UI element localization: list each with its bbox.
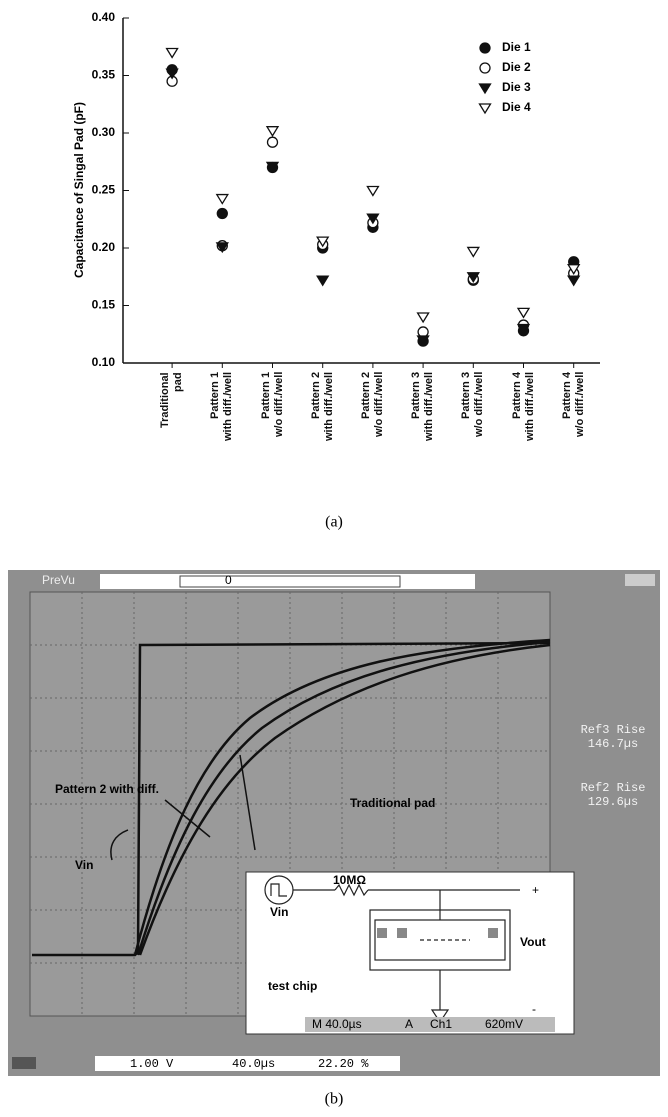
legend-marker (480, 104, 491, 113)
percent: 22.20 % (318, 1057, 369, 1071)
channel: Ch1 (430, 1017, 452, 1031)
trigger: A (405, 1017, 413, 1031)
ref-icon (12, 1057, 36, 1069)
minus: - (532, 1002, 536, 1016)
x-tick-label: Pattern 3 with diff./well (410, 372, 436, 476)
y-tick-label: 0.20 (92, 240, 116, 254)
data-point (568, 276, 579, 285)
legend-label: Die 4 (502, 100, 531, 114)
scale: 1.00 V (130, 1057, 174, 1071)
data-point (167, 49, 178, 58)
data-point (268, 137, 278, 147)
legend-label: Die 2 (502, 60, 531, 74)
caption: (b) (325, 1091, 344, 1108)
x-tick-label: Pattern 3 w/o diff./well (460, 372, 486, 476)
data-point (267, 127, 278, 136)
top-marker: 0 (225, 573, 232, 587)
y-tick-label: 0.40 (92, 10, 116, 24)
y-tick-label: 0.15 (92, 298, 116, 312)
data-point (468, 247, 479, 256)
data-point (418, 313, 429, 322)
legend-marker (480, 63, 490, 73)
data-point (518, 308, 529, 317)
label: Ref3 Rise (581, 723, 646, 737)
pad-icon (377, 928, 387, 938)
inset-circuit (246, 872, 574, 1034)
page: Capacitance of Singal Pad (pF) (a) (b) 0… (0, 0, 668, 1117)
pad-icon (397, 928, 407, 938)
legend-marker (480, 43, 490, 53)
legend-label: Die 3 (502, 80, 531, 94)
value: 146.7µs (588, 737, 638, 751)
pattern2: Pattern 2 with diff. (55, 782, 159, 796)
vin: Vin (75, 858, 93, 872)
x-tick-label: Pattern 2 with diff./well (310, 372, 336, 476)
legend-label: Die 1 (502, 40, 531, 54)
x-tick-label: Pattern 4 with diff./well (511, 372, 537, 476)
time: 40.0µs (232, 1057, 275, 1071)
source: Vin (270, 905, 288, 919)
legend-marker (480, 84, 491, 93)
data-point (217, 195, 228, 204)
level: 620mV (485, 1017, 523, 1031)
output: Vout (520, 935, 546, 949)
figure: Capacitance of Singal Pad (pF) (a) (b) 0… (0, 0, 668, 1117)
pad-icon (488, 928, 498, 938)
plus: + (532, 883, 539, 897)
traditional: Traditional pad (350, 796, 435, 810)
y-tick-label: 0.10 (92, 355, 116, 369)
caption: (a) (325, 514, 343, 531)
status-icon (625, 574, 655, 586)
x-tick-label: Pattern 1 w/o diff./well (260, 372, 286, 476)
x-tick-label: Pattern 2 w/o diff./well (360, 372, 386, 476)
y-tick-label: 0.30 (92, 125, 116, 139)
y-tick-label: 0.25 (92, 183, 116, 197)
x-tick-label: Traditional pad (159, 372, 185, 476)
top-label: PreVu (42, 573, 75, 587)
data-point (217, 209, 227, 219)
x-tick-label: Pattern 1 with diff./well (209, 372, 235, 476)
timebase: M 40.0µs (312, 1017, 362, 1031)
x-tick-label: Pattern 4 w/o diff./well (561, 372, 587, 476)
chip: test chip (268, 979, 317, 993)
y-tick-label: 0.35 (92, 68, 116, 82)
y-axis-label: Capacitance of Singal Pad (pF) (72, 102, 86, 278)
data-point (367, 187, 378, 196)
data-point (317, 276, 328, 285)
resistor: 10MΩ (333, 873, 366, 887)
value: 129.6µs (588, 795, 638, 809)
label: Ref2 Rise (581, 781, 646, 795)
